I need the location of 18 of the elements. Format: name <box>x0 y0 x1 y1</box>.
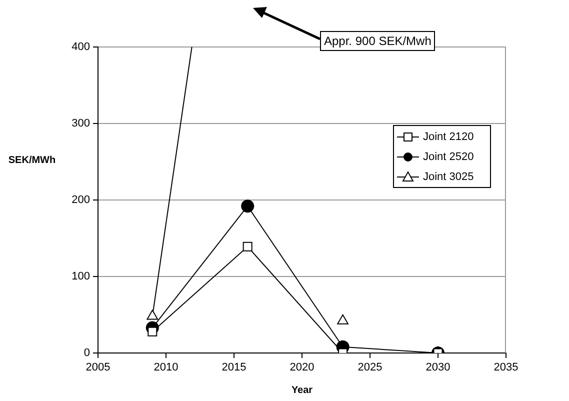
x-axis-title: Year <box>291 384 313 396</box>
y-tick-label: 400 <box>72 41 90 54</box>
y-tick-label: 200 <box>72 194 90 206</box>
legend-label: Joint 2520 <box>423 151 474 164</box>
legend-label: Joint 3025 <box>423 171 474 184</box>
y-tick-label: 300 <box>72 118 90 130</box>
x-tick-label: 2030 <box>426 362 450 374</box>
x-tick-label: 2015 <box>222 362 246 374</box>
x-tick-label: 2020 <box>290 362 314 374</box>
y-tick-label: 0 <box>84 347 90 360</box>
x-tick-label: 2005 <box>86 362 110 374</box>
x-tick-label: 2010 <box>154 362 178 374</box>
annotation: Appr. 900 SEK/Mwh <box>320 31 436 51</box>
x-tick-label: 2035 <box>494 362 518 374</box>
legend-label: Joint 2120 <box>423 131 474 144</box>
y-tick-label: 100 <box>72 270 90 283</box>
y-axis-title: SEK/MWh <box>8 154 56 166</box>
x-tick-label: 2025 <box>358 362 382 374</box>
